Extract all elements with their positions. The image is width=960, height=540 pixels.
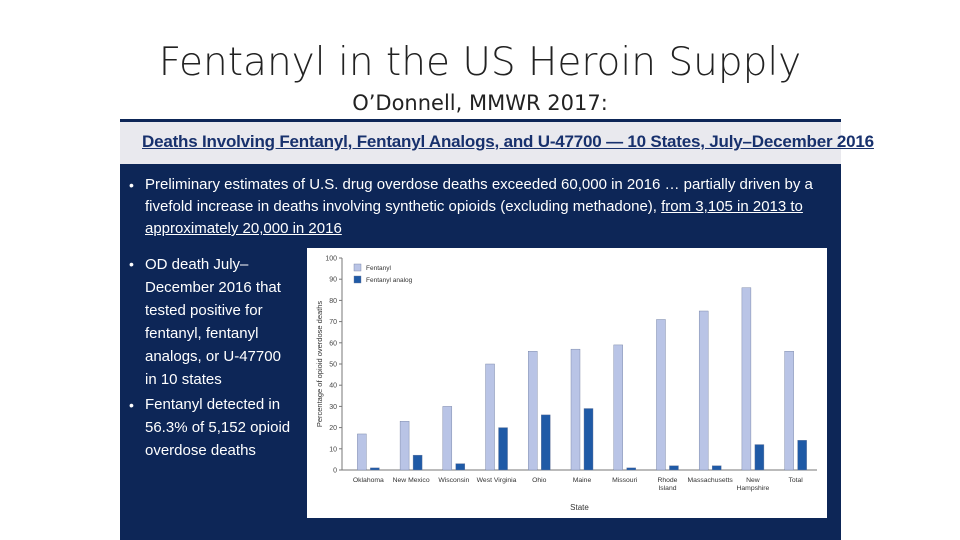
chart-area: 0 10 20 30 40 50 60 70 80 90 100 Percentage of opio…: [307, 248, 827, 518]
y-axis-label: Percentage of opioid overdose deaths: [315, 301, 324, 428]
bar-chart: 0 10 20 30 40 50 60 70 80 90 100 Percentage of opio…: [315, 256, 817, 512]
x-tick-label: Massachusetts: [688, 477, 734, 484]
bullet-dot: •: [129, 256, 134, 272]
bar-fentanyl-analog: [370, 467, 380, 471]
y-tick-label: 100: [325, 256, 337, 263]
bar-fentanyl-analog: [669, 465, 679, 471]
panel-header-bar: Deaths Involving Fentanyl, Fentanyl Anal…: [120, 122, 874, 164]
bar-fentanyl-analog: [541, 414, 551, 471]
legend-label-fentanyl-analog: Fentanyl analog: [366, 277, 413, 284]
bar-fentanyl-analog: [583, 408, 594, 471]
bar-fentanyl-analog: [498, 427, 508, 471]
bullet-underlined-text: from 3,105 in 2013 to approximately 20,0…: [145, 198, 803, 237]
bar-fentanyl-analog: [711, 465, 722, 471]
x-tick-label: Wisconsin: [438, 477, 469, 484]
bar-fentanyl: [784, 351, 794, 471]
bar-fentanyl: [357, 433, 367, 471]
bullet-fentanyl-detected: Fentanyl detected in 56.3% of 5,152 opio…: [145, 396, 291, 459]
x-tick-label: West Virginia: [477, 477, 517, 484]
y-tick-label: 90: [329, 277, 337, 284]
legend-swatch-fentanyl: [353, 263, 362, 272]
bar-fentanyl: [698, 310, 709, 471]
y-tick-label: 20: [329, 425, 337, 432]
bar-fentanyl: [485, 363, 495, 471]
figure-panel: Deaths Involving Fentanyl, Fentanyl Anal…: [120, 119, 874, 540]
x-tick-label: New: [746, 477, 760, 484]
x-tick-label: Oklahoma: [353, 477, 384, 484]
bar-fentanyl: [399, 421, 410, 471]
x-tick-label: Island: [658, 485, 676, 492]
x-tick-label: Missouri: [612, 477, 638, 484]
bar-fentanyl: [442, 406, 453, 471]
bar-fentanyl: [570, 348, 581, 471]
y-tick-label: 80: [329, 298, 337, 305]
x-axis-label: State: [570, 503, 589, 512]
bullet-od-death: OD death July–December 2016 that tested …: [145, 256, 281, 388]
x-tick-label: Rhode: [657, 477, 677, 484]
bar-fentanyl: [741, 287, 752, 471]
y-tick-label: 10: [329, 446, 337, 453]
bar-fentanyl-analog: [797, 440, 807, 471]
x-tick-label: Total: [788, 477, 803, 484]
y-tick-label: 60: [329, 340, 337, 347]
bullet-text: Preliminary estimates of U.S. drug overd…: [145, 176, 813, 215]
x-tick-label: Ohio: [532, 477, 547, 484]
x-tick-label: Hampshire: [736, 485, 769, 492]
bar-fentanyl-analog: [455, 463, 466, 471]
bar-fentanyl: [528, 351, 538, 471]
y-tick-label: 0: [333, 468, 337, 475]
bullet-dot: •: [129, 397, 134, 413]
y-tick-label: 50: [329, 362, 337, 369]
panel-header-title: Deaths Involving Fentanyl, Fentanyl Anal…: [142, 132, 874, 151]
legend-swatch-fentanyl-analog: [353, 275, 362, 284]
bar-fentanyl-analog: [626, 467, 636, 471]
bar-fentanyl: [656, 319, 666, 471]
x-tick-label: Maine: [573, 477, 592, 484]
bar-fentanyl-analog: [754, 444, 765, 471]
y-tick-label: 30: [329, 404, 337, 411]
bar-fentanyl-analog: [412, 454, 423, 471]
x-tick-label: New Mexico: [393, 477, 430, 484]
slide-title: Fentanyl in the US Heroin Supply: [158, 40, 802, 85]
y-tick-label: 70: [329, 319, 337, 326]
y-tick-label: 40: [329, 383, 337, 390]
bullet-overdose-estimates: Preliminary estimates of U.S. drug overd…: [145, 174, 835, 240]
legend-label-fentanyl: Fentanyl: [366, 265, 391, 272]
bullet-dot: •: [129, 177, 134, 193]
slide-subtitle: O’Donnell, MMWR 2017:: [352, 91, 608, 115]
bar-fentanyl: [613, 344, 623, 471]
